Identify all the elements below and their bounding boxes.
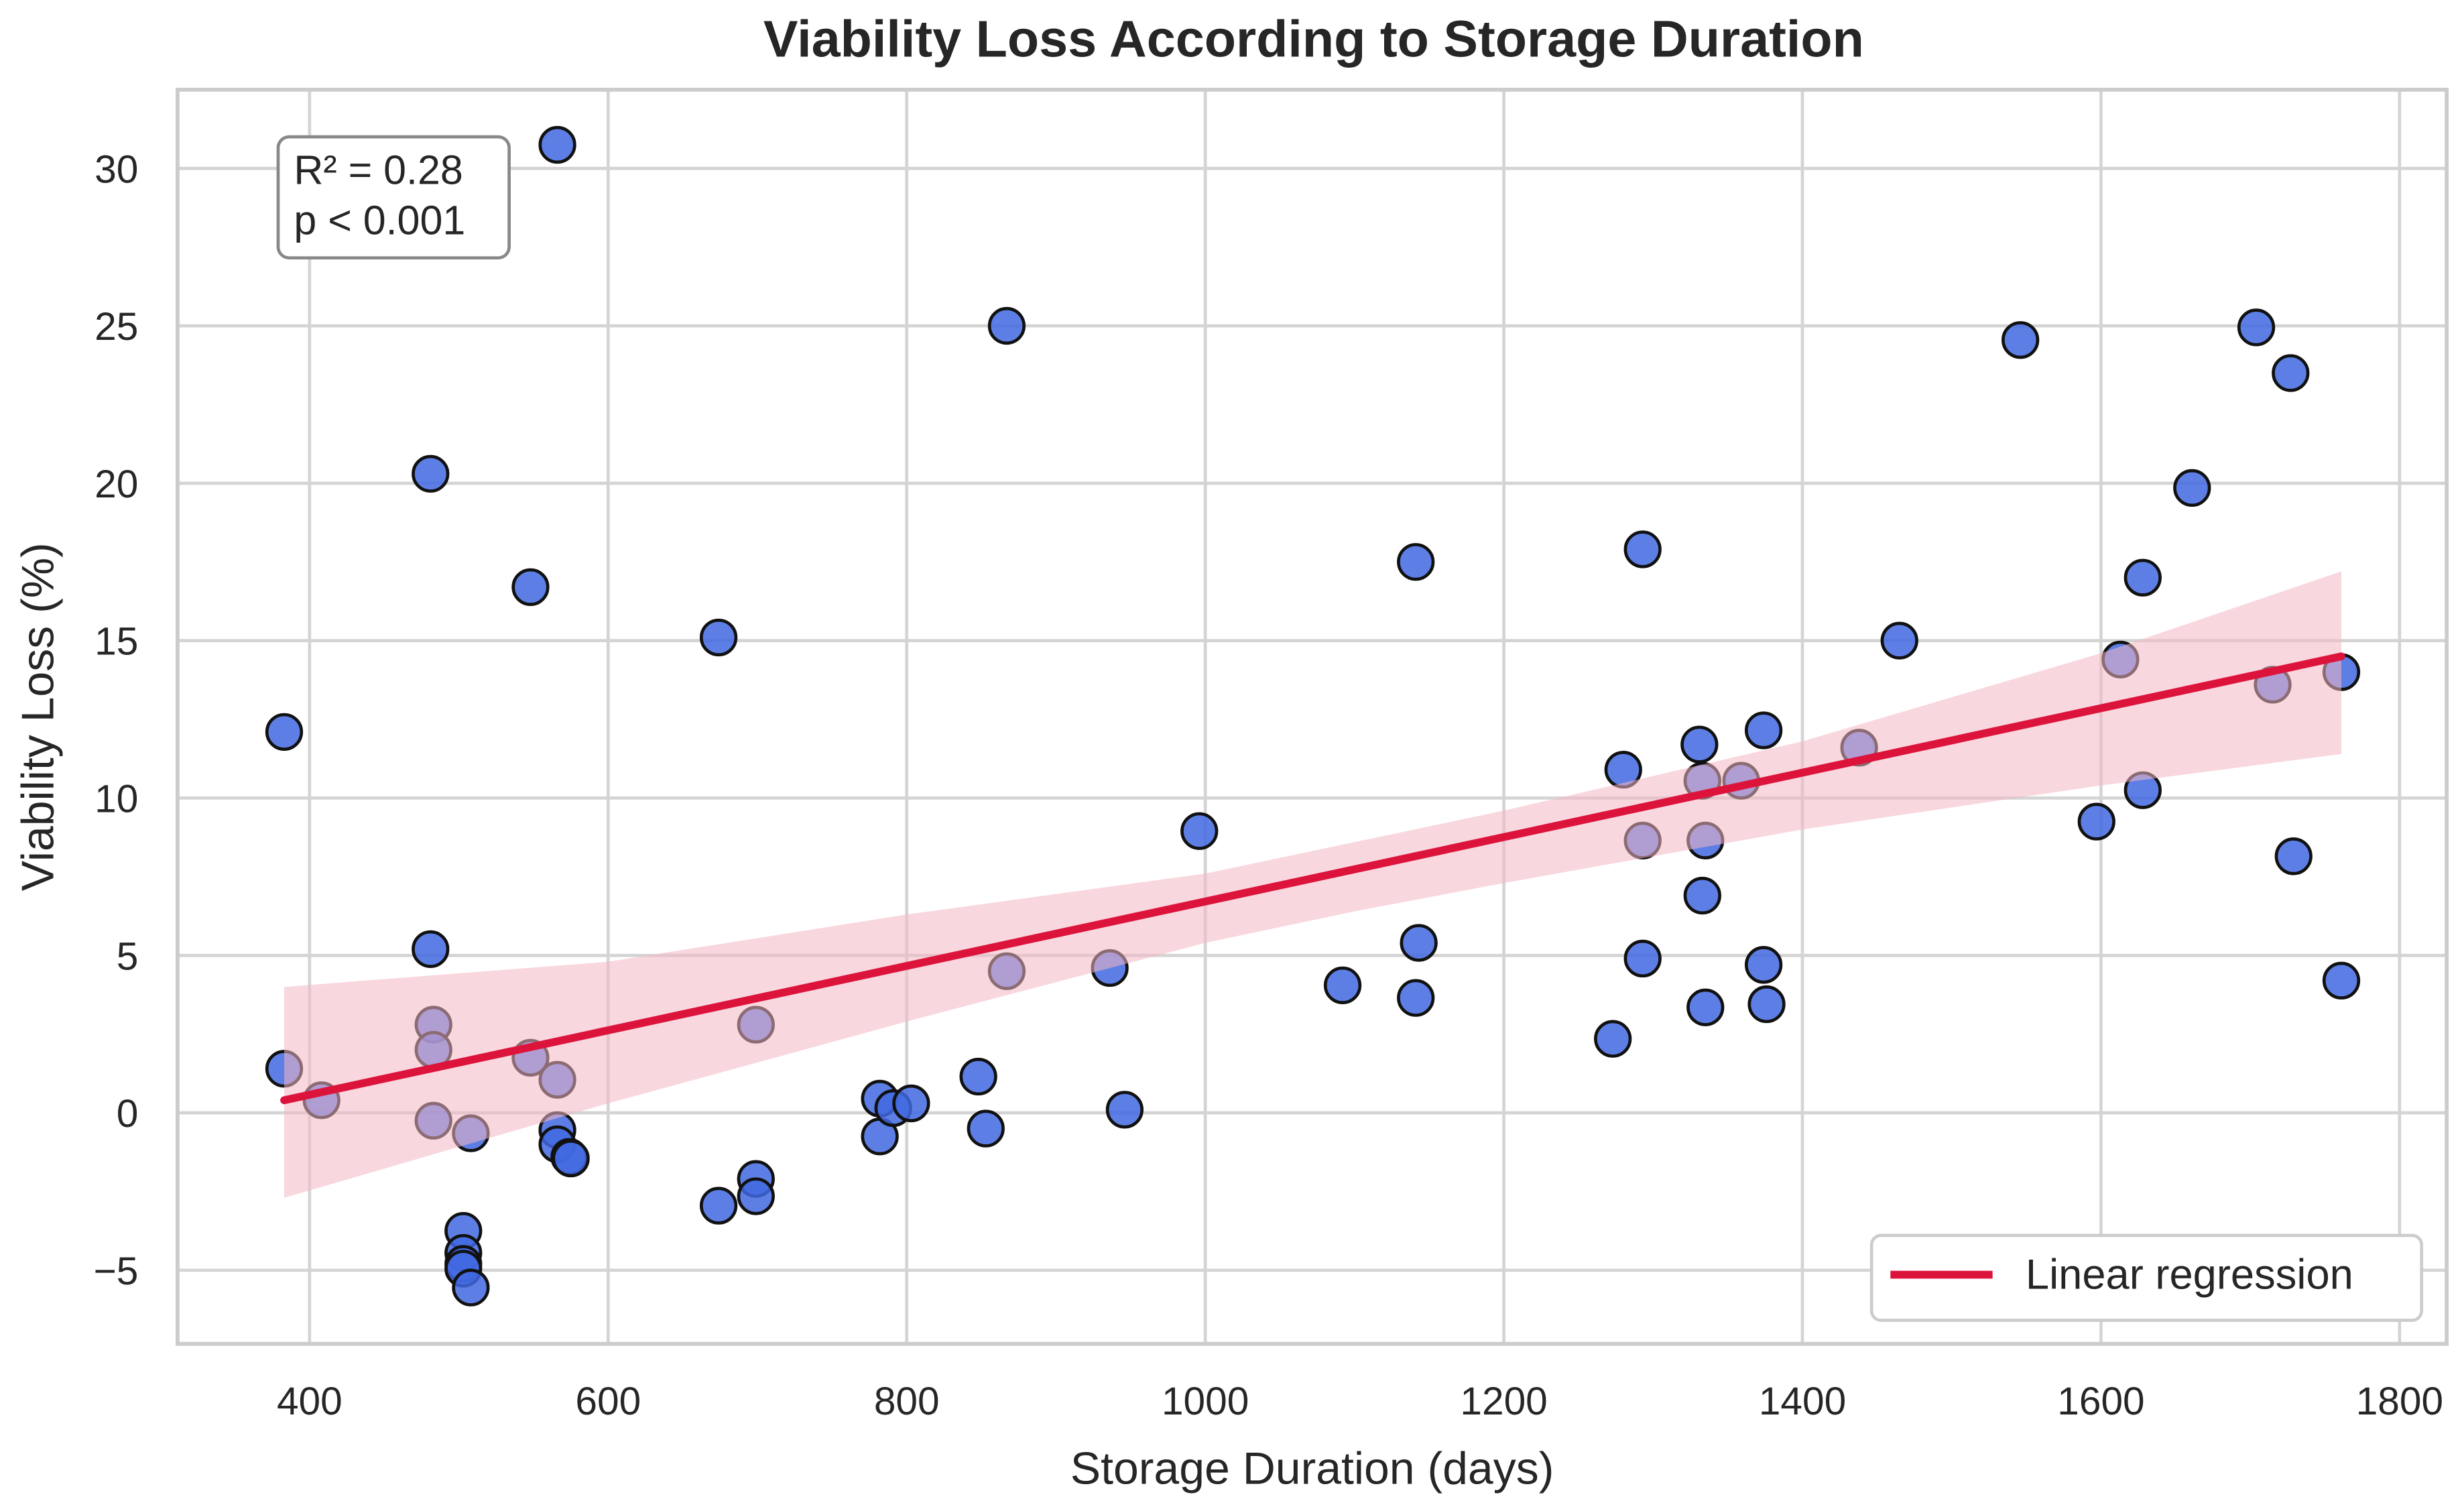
data-point xyxy=(699,1187,738,1225)
data-point xyxy=(2322,961,2361,1000)
chart-title: Viability Loss According to Storage Dura… xyxy=(763,11,1864,68)
data-point xyxy=(2001,321,2040,359)
x-tick-label: 1600 xyxy=(2057,1380,2144,1423)
x-tick-label: 1800 xyxy=(2356,1380,2443,1423)
data-point xyxy=(1623,939,1662,978)
x-tick-labels: 400 600 800 1000 1200 1400 1600 1800 xyxy=(277,1380,2443,1423)
y-axis-label: Viability Loss (%) xyxy=(13,542,64,891)
data-point xyxy=(699,618,738,657)
r-squared-text: R² = 0.28 xyxy=(294,147,463,192)
plot-frame xyxy=(175,87,2449,1346)
data-point xyxy=(412,455,450,493)
data-point xyxy=(511,568,550,606)
legend-label: Linear regression xyxy=(2026,1252,2353,1299)
data-point xyxy=(1623,530,1662,568)
x-axis-label: Storage Duration (days) xyxy=(1070,1443,1554,1494)
data-point xyxy=(1680,725,1719,764)
data-point xyxy=(2077,802,2115,841)
data-point xyxy=(1400,924,1438,962)
grid xyxy=(177,89,2447,1344)
y-tick-labels: −5 0 5 10 15 20 25 30 xyxy=(93,147,138,1293)
data-point xyxy=(987,306,1026,345)
x-tick-label: 400 xyxy=(277,1380,343,1423)
data-point xyxy=(452,1268,490,1307)
data-point xyxy=(2173,469,2211,507)
legend: Linear regression xyxy=(1869,1233,2424,1322)
data-point xyxy=(967,1109,1005,1148)
y-tick-label: 30 xyxy=(95,147,138,191)
data-point xyxy=(1180,812,1219,850)
x-tick-label: 800 xyxy=(874,1380,940,1423)
y-tick-label: 10 xyxy=(95,778,138,821)
confidence-band-group xyxy=(284,571,2342,1198)
data-point xyxy=(1397,979,1435,1017)
stats-annotation: R² = 0.28 p < 0.001 xyxy=(276,135,511,260)
data-point xyxy=(1105,1091,1144,1129)
data-point xyxy=(1744,711,1783,749)
data-point xyxy=(2123,558,2162,597)
y-tick-label: 20 xyxy=(95,463,138,506)
stats-box xyxy=(276,135,511,260)
data-point xyxy=(892,1084,930,1123)
legend-box xyxy=(1869,1233,2424,1322)
data-point xyxy=(1744,946,1783,984)
x-tick-label: 600 xyxy=(575,1380,641,1423)
data-point xyxy=(2274,837,2313,876)
data-point xyxy=(1747,985,1786,1024)
p-value-text: p < 0.001 xyxy=(294,198,465,243)
y-tick-label: 25 xyxy=(95,305,138,349)
y-tick-label: 0 xyxy=(117,1092,139,1136)
y-tick-label: 5 xyxy=(117,934,139,978)
regression-line xyxy=(280,652,2345,1105)
data-point xyxy=(412,930,450,968)
data-point xyxy=(1594,1020,1632,1058)
data-point xyxy=(265,713,304,751)
data-point xyxy=(1397,543,1435,581)
data-point xyxy=(2272,354,2310,392)
x-tick-label: 1000 xyxy=(1162,1380,1249,1423)
data-point xyxy=(1683,876,1721,915)
data-point xyxy=(1880,621,1918,660)
data-point xyxy=(1323,966,1362,1004)
data-point xyxy=(2237,308,2276,347)
y-tick-label: −5 xyxy=(93,1250,138,1293)
x-tick-label: 1200 xyxy=(1460,1380,1547,1423)
data-point xyxy=(737,1177,775,1215)
confidence-band xyxy=(284,571,2342,1198)
data-point xyxy=(552,1139,590,1178)
data-point xyxy=(1686,988,1725,1026)
data-point xyxy=(538,125,576,164)
data-point xyxy=(959,1057,997,1096)
regression-line-group xyxy=(280,652,2345,1105)
y-tick-label: 15 xyxy=(95,620,138,664)
x-tick-label: 1400 xyxy=(1759,1380,1846,1423)
